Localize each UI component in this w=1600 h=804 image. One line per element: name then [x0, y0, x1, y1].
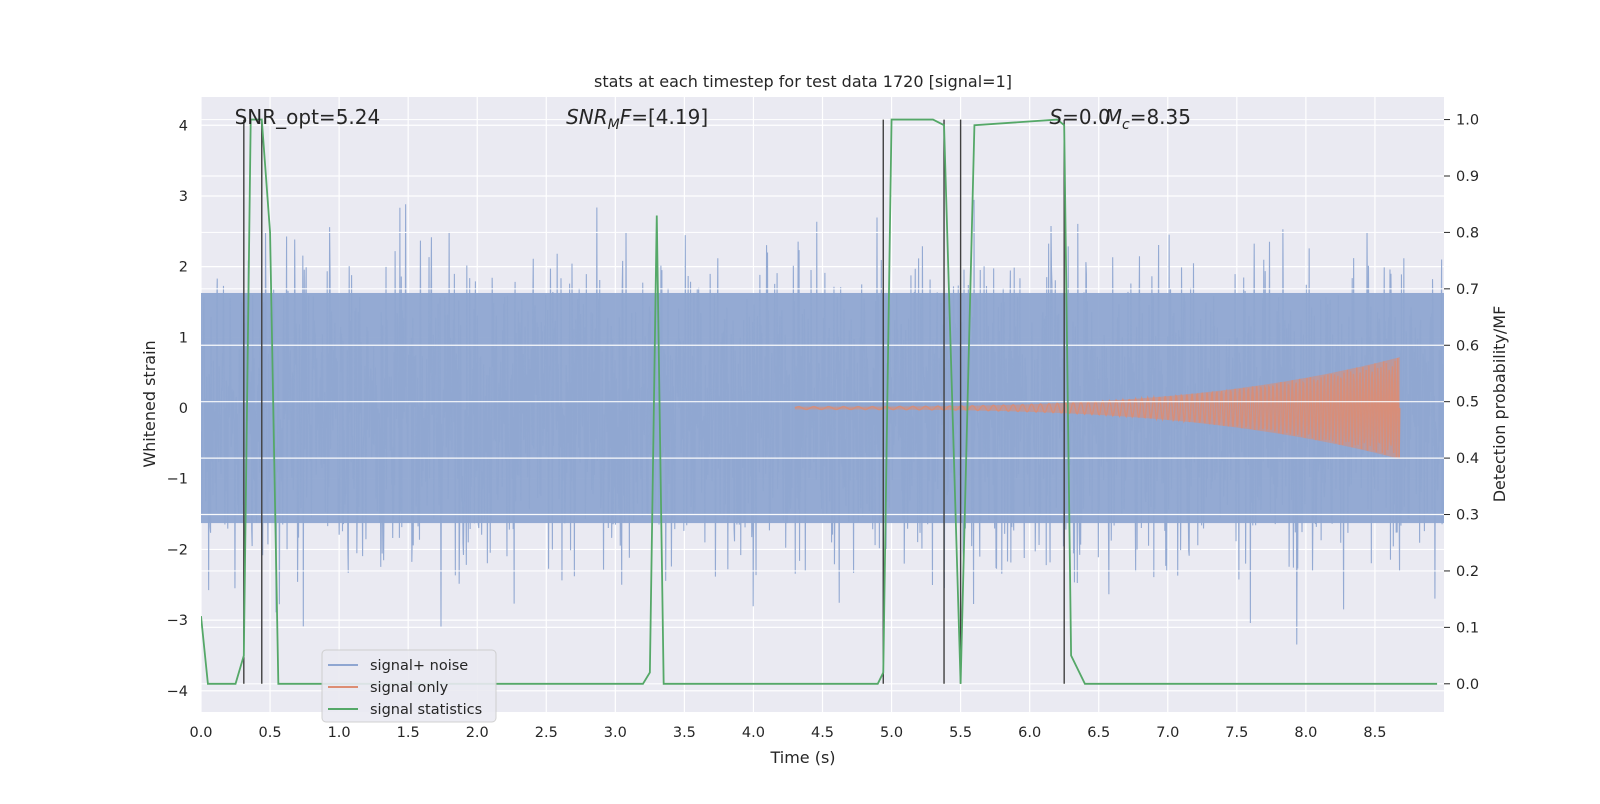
x-tick-label: 6.0 [1018, 725, 1041, 741]
annotation-mc-value: Mc=8.35 [1105, 105, 1191, 133]
y-right-tick-label: 0.2 [1456, 564, 1479, 580]
y-tick-label: −3 [167, 613, 188, 629]
annotation-s-value: S=0.0 [1049, 105, 1110, 129]
chirp-envelope [794, 357, 1400, 459]
x-tick-label: 3.0 [604, 725, 627, 741]
x-tick-label: 0.0 [189, 725, 212, 741]
x-tick-label: 1.5 [397, 725, 420, 741]
y-right-tick-label: 0.7 [1456, 282, 1479, 298]
y-axis-right-label: Detection probability/MF [1490, 306, 1509, 503]
y-tick-label: 3 [179, 189, 188, 205]
legend-label: signal only [370, 680, 449, 696]
y-tick-label: 1 [179, 330, 188, 346]
x-tick-label: 0.5 [259, 725, 282, 741]
legend-label: signal+ noise [370, 658, 468, 674]
annotation-snr-mf: SNRMF=[4.19] [566, 105, 708, 133]
y-tick-label: −1 [167, 472, 188, 488]
y-tick-label: 4 [179, 118, 188, 134]
x-tick-label: 7.5 [1225, 725, 1248, 741]
x-tick-label: 6.5 [1087, 725, 1110, 741]
legend-label: signal statistics [370, 702, 482, 718]
annotation-snr-opt: SNR_opt=5.24 [235, 105, 381, 129]
y-right-tick-label: 0.0 [1456, 677, 1479, 693]
x-tick-label: 8.5 [1363, 725, 1386, 741]
y-right-tick-label: 0.6 [1456, 338, 1479, 354]
x-tick-label: 2.0 [466, 725, 489, 741]
x-tick-label: 5.0 [880, 725, 903, 741]
x-tick-label: 3.5 [673, 725, 696, 741]
y-right-tick-label: 1.0 [1456, 113, 1479, 129]
y-tick-label: 0 [179, 401, 188, 417]
y-right-tick-label: 0.1 [1456, 620, 1479, 636]
y-tick-label: −2 [167, 542, 188, 558]
y-right-tick-label: 0.4 [1456, 451, 1479, 467]
x-tick-label: 1.0 [328, 725, 351, 741]
y-right-tick-label: 0.5 [1456, 395, 1479, 411]
x-tick-label: 2.5 [535, 725, 558, 741]
y-tick-label: −4 [167, 684, 188, 700]
y-axis-label: Whitened strain [140, 340, 159, 467]
x-tick-label: 4.0 [742, 725, 765, 741]
legend-box [321, 649, 497, 723]
x-tick-label: 8.0 [1294, 725, 1317, 741]
x-tick-label: 4.5 [811, 725, 834, 741]
y-right-tick-label: 0.8 [1456, 225, 1479, 241]
chirp-series [794, 357, 1401, 459]
x-tick-label: 7.0 [1156, 725, 1179, 741]
noise-trace [201, 199, 1444, 645]
chart-title: stats at each timestep for test data 172… [594, 72, 1012, 91]
x-tick-label: 5.5 [949, 725, 972, 741]
legend: signal+ noise signal only signal statistic… [321, 649, 497, 723]
y-right-tick-label: 0.3 [1456, 508, 1479, 524]
x-axis-label: Time (s) [769, 748, 835, 767]
statistics-line [201, 118, 1438, 685]
y-tick-label: 2 [179, 260, 188, 276]
y-right-tick-label: 0.9 [1456, 169, 1479, 185]
